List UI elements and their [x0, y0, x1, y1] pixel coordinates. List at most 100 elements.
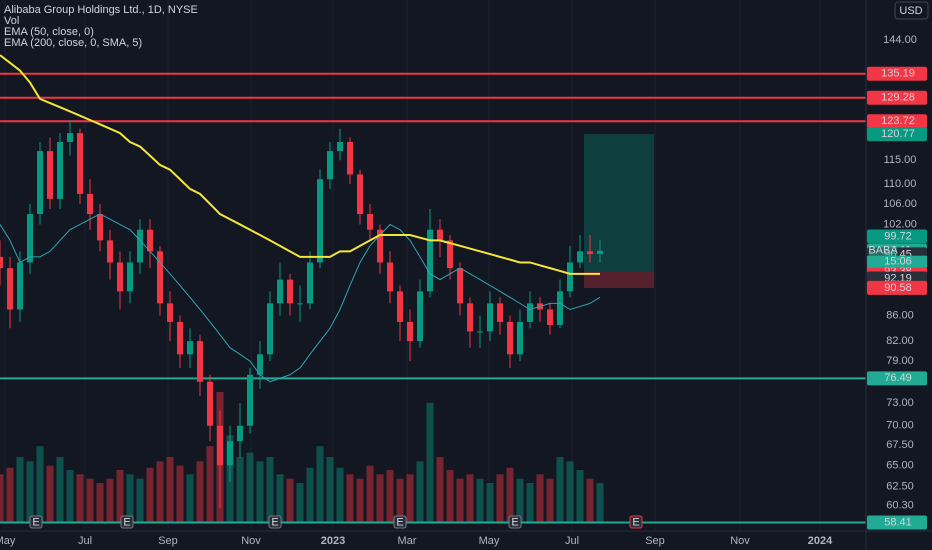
volume-bar	[426, 402, 434, 522]
price-tag-label: 120.77	[881, 128, 915, 140]
volume-bar	[436, 457, 444, 522]
volume-bar	[506, 467, 514, 522]
volume-bar	[306, 467, 314, 522]
candle-body	[227, 441, 233, 466]
candle-body	[77, 133, 83, 194]
indicator-label: EMA (200, close, 0, SMA, 5)	[4, 37, 142, 49]
candle-body	[497, 303, 503, 322]
x-tick-label: May	[479, 535, 500, 547]
candle-body	[207, 381, 213, 426]
candle-body	[47, 151, 53, 199]
candle-body	[27, 214, 33, 263]
volume-bar	[206, 446, 214, 522]
indicator-label: Vol	[4, 15, 19, 27]
event-marker	[629, 515, 643, 529]
candle-body	[197, 341, 203, 382]
candle-body	[67, 133, 73, 143]
y-tick-label: 110.00	[884, 178, 917, 190]
x-tick-label: Mar	[398, 535, 417, 547]
volume-bar	[236, 457, 244, 522]
candle-body	[37, 151, 43, 215]
currency[interactable]: USD	[899, 5, 922, 17]
ema-line	[0, 213, 601, 383]
candle-body	[587, 251, 593, 255]
volume-bar	[356, 478, 364, 522]
candle-body	[217, 425, 223, 466]
y-tick-label: 79.00	[886, 355, 914, 367]
candle-body	[127, 262, 133, 292]
position	[584, 134, 654, 288]
volume-bar	[196, 461, 204, 522]
candle-body	[107, 240, 113, 263]
volume-bar	[446, 470, 454, 522]
volume-bar	[596, 483, 604, 522]
lines	[0, 54, 601, 383]
event-label: E	[123, 516, 130, 528]
stop-zone	[584, 271, 654, 288]
currency-box[interactable]	[894, 1, 929, 20]
candle-body	[567, 262, 573, 292]
volume-bar	[396, 478, 404, 522]
candle-body	[297, 303, 303, 305]
candle-body	[357, 174, 363, 215]
candle-body	[267, 303, 273, 355]
x-tick-label: 2024	[808, 535, 833, 547]
candle-body	[417, 291, 423, 342]
y-tick-label: 144.00	[883, 34, 917, 46]
volume-bar	[16, 457, 24, 522]
candle-body	[137, 229, 143, 263]
candle-body	[317, 179, 323, 263]
candle-body	[547, 309, 553, 326]
candle-body	[527, 303, 533, 322]
grid	[4, 0, 821, 530]
volume-bar	[286, 478, 294, 522]
event-marker	[29, 515, 43, 529]
price-tag	[867, 127, 927, 142]
x-tick-label: 2023	[321, 535, 345, 547]
candle-body	[277, 279, 283, 304]
candle-body	[57, 142, 63, 199]
price-tag	[867, 371, 927, 386]
candle-body	[87, 193, 93, 215]
volume-bar	[516, 478, 524, 522]
candle-body	[457, 268, 463, 304]
volume	[0, 392, 604, 522]
y-tick-label: 62.50	[886, 480, 914, 492]
y-tick-label: 60.30	[886, 499, 914, 511]
volume-bar	[576, 470, 584, 522]
volume-bar	[546, 478, 554, 522]
candle-body	[187, 341, 193, 355]
volume-bar	[376, 474, 384, 522]
candle-body	[507, 321, 513, 355]
price-tags: 135.19 129.28 123.72 76.49 58.41 120.77 99.72 9…	[867, 66, 927, 530]
candle-body	[327, 151, 333, 180]
price-tag-label: 99.72	[884, 230, 912, 242]
price-tag-label: 129.28	[881, 92, 915, 104]
volume-bar	[536, 474, 544, 522]
candle-body	[347, 142, 353, 175]
volume-bar	[586, 478, 594, 522]
y-tick-label: 106.00	[883, 198, 917, 210]
candle-body	[577, 251, 583, 263]
price-tag-label: 135.19	[881, 68, 915, 80]
candle-body	[597, 250, 603, 255]
candle-body	[557, 291, 563, 326]
price-tag	[867, 114, 927, 129]
symbol-tag-label: BABA	[868, 245, 898, 257]
event-label: E	[632, 516, 639, 528]
price-tag-label: 90.58	[884, 282, 912, 294]
price-tag	[867, 229, 927, 244]
candle-body	[427, 229, 433, 292]
volume-bar	[66, 470, 74, 522]
volume-bar	[566, 461, 574, 522]
event-label: E	[271, 516, 278, 528]
volume-bar	[326, 457, 334, 522]
x-tick-label: Sep	[645, 535, 665, 547]
volume-bar	[526, 483, 534, 522]
volume-bar	[176, 465, 184, 522]
y-tick-label: 86.00	[886, 310, 914, 322]
volume-bar	[496, 474, 504, 522]
